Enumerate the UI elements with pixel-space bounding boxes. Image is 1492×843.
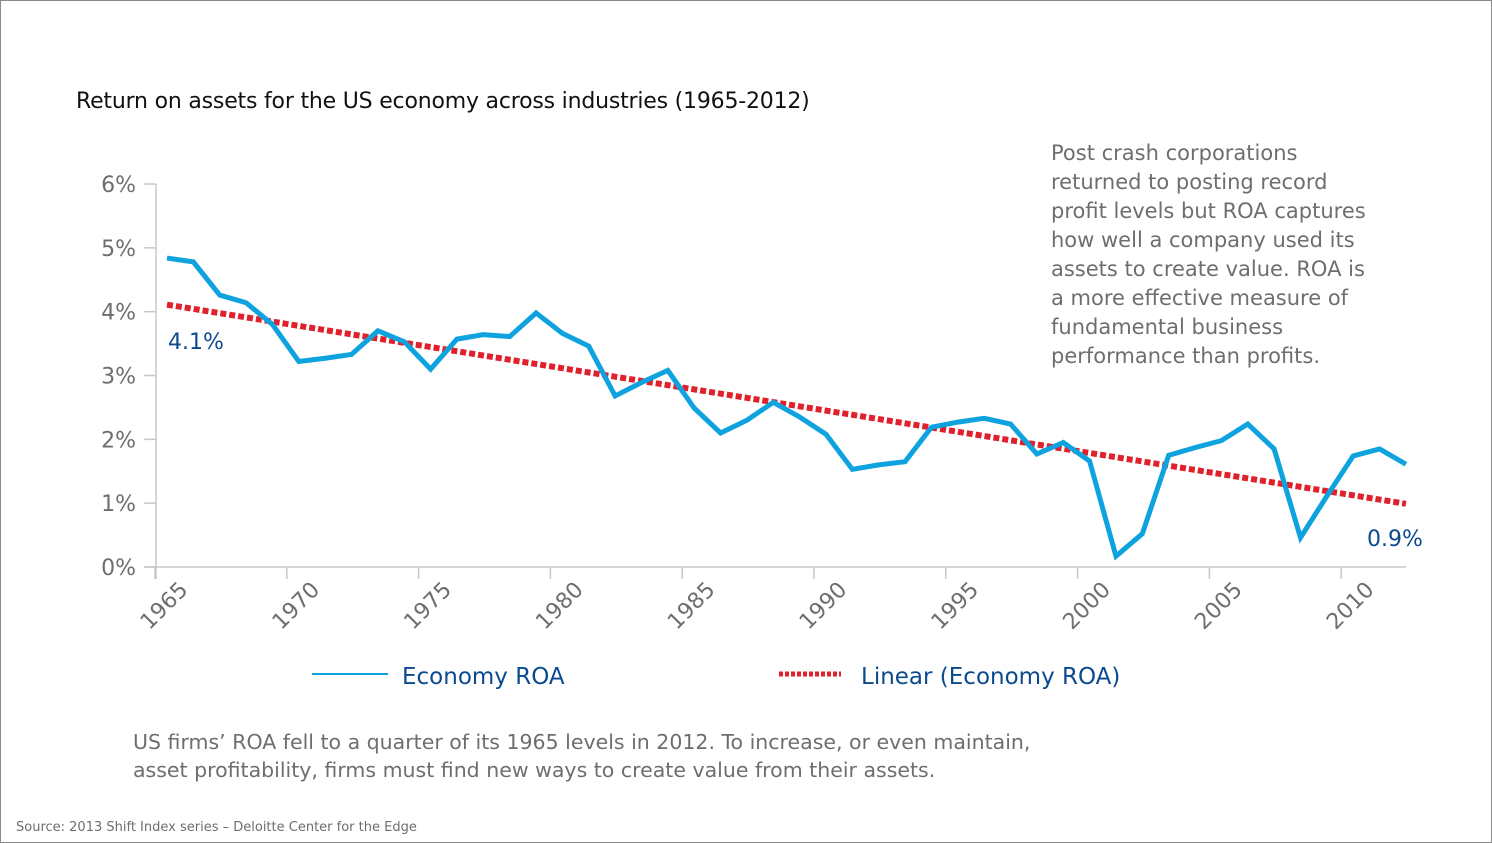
x-tick-label: 1965 [136, 578, 193, 635]
x-tick-label: 1985 [663, 578, 720, 635]
legend-label-linear: Linear (Economy ROA) [861, 664, 1120, 690]
x-tick-label: 1990 [795, 578, 852, 635]
end-value-label: 0.9% [1367, 527, 1423, 552]
y-tick-label: 2% [101, 428, 136, 453]
x-tick-label: 1980 [531, 578, 588, 635]
x-tick-label: 1975 [400, 578, 457, 635]
x-tick-label: 2005 [1190, 578, 1247, 635]
annotation-note: Post crash corporations returned to post… [1051, 139, 1451, 371]
y-tick-label: 3% [101, 365, 136, 390]
y-tick-label: 5% [101, 237, 136, 262]
y-tick-label: 4% [101, 301, 136, 326]
start-value-label: 4.1% [168, 330, 224, 355]
y-tick-label: 6% [101, 173, 136, 198]
note-line: profit levels but ROA captures [1051, 199, 1366, 223]
y-tick-label: 1% [101, 492, 136, 517]
x-tick-label: 2010 [1322, 578, 1379, 635]
y-tick-label: 0% [101, 556, 136, 581]
chart-title: Return on assets for the US economy acro… [76, 89, 810, 114]
source-note: Source: 2013 Shift Index series – Deloit… [16, 820, 417, 835]
legend-label-economy-roa: Economy ROA [402, 664, 565, 690]
caption-line: asset profitability, firms must find new… [133, 758, 936, 782]
note-line: performance than profits. [1051, 344, 1320, 368]
note-line: fundamental business [1051, 315, 1284, 339]
note-line: returned to posting record [1051, 170, 1328, 194]
note-line: assets to create value. ROA is [1051, 257, 1365, 281]
note-line: how well a company used its [1051, 228, 1355, 252]
x-tick-label: 2000 [1059, 578, 1116, 635]
trend-line [166, 301, 1407, 507]
caption-line: US firms’ ROA fell to a quarter of its 1… [133, 730, 1031, 754]
note-line: Post crash corporations [1051, 141, 1298, 165]
x-tick-label: 1970 [268, 578, 325, 635]
note-line: a more effective measure of [1051, 286, 1349, 310]
x-tick-label: 1995 [927, 578, 984, 635]
roa-line [166, 255, 1408, 561]
caption: US firms’ ROA fell to a quarter of its 1… [133, 728, 1030, 784]
